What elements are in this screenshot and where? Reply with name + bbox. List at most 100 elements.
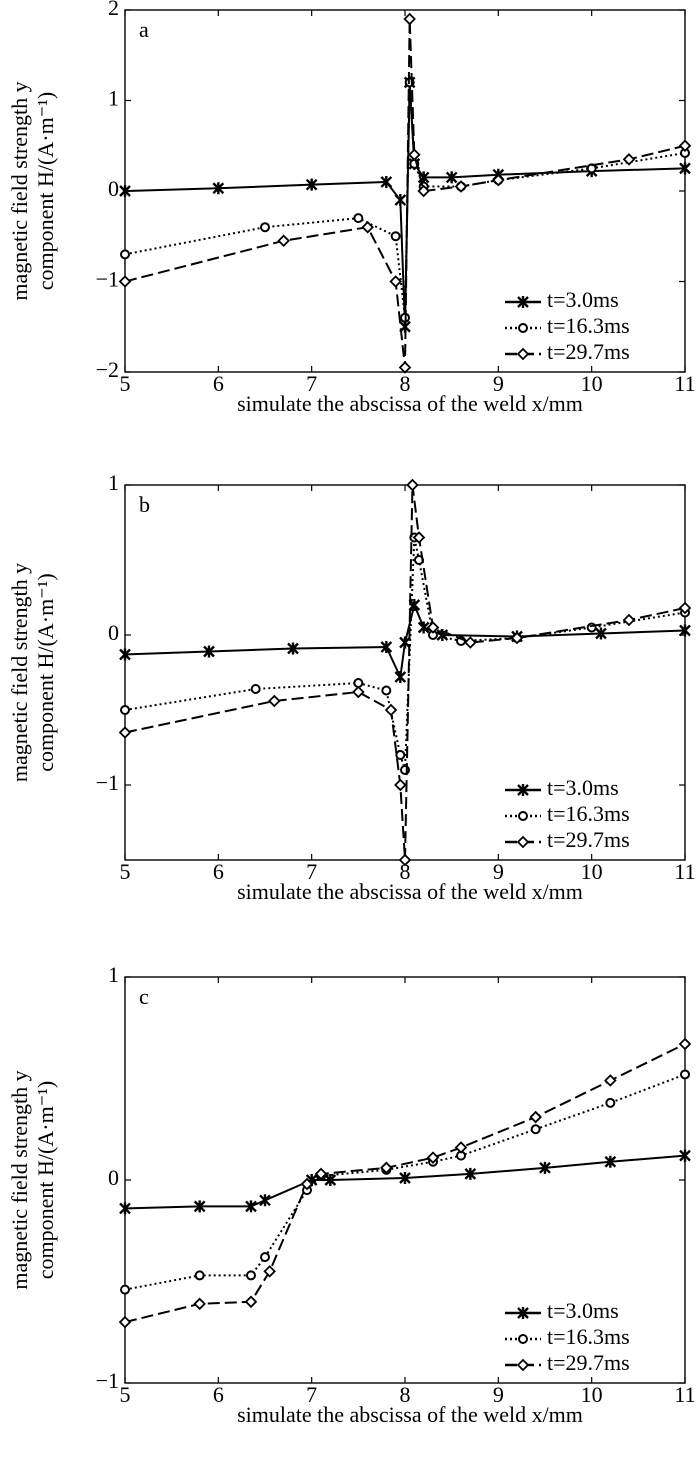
x-tick-label: 10 <box>581 1382 603 1407</box>
marker <box>300 1177 314 1191</box>
x-tick-label: 11 <box>674 371 695 396</box>
legend-label: t=3.0ms <box>547 1298 619 1323</box>
x-tick-label: 6 <box>213 859 224 884</box>
marker <box>361 220 374 234</box>
legend-marker <box>516 835 530 849</box>
marker <box>389 275 402 288</box>
marker <box>193 1297 206 1311</box>
marker <box>212 182 225 195</box>
y-tick-label: −1 <box>96 267 119 292</box>
marker <box>120 705 130 715</box>
marker <box>120 1284 130 1295</box>
marker <box>384 703 398 717</box>
marker <box>381 685 392 696</box>
legend-marker <box>517 1307 529 1319</box>
marker <box>246 1270 256 1281</box>
marker <box>259 1194 271 1207</box>
legend-marker <box>517 296 529 308</box>
marker <box>445 171 458 184</box>
marker <box>454 180 468 193</box>
marker <box>408 148 421 162</box>
panel-label: b <box>139 492 150 517</box>
x-tick-label: 11 <box>674 859 695 884</box>
marker <box>390 231 401 242</box>
x-tick-label: 6 <box>213 371 224 396</box>
marker <box>118 275 132 288</box>
marker <box>622 613 636 627</box>
x-tick-label: 7 <box>306 1382 317 1407</box>
marker <box>530 1124 541 1135</box>
marker <box>120 249 130 260</box>
marker <box>268 694 281 708</box>
marker <box>193 1200 206 1213</box>
marker <box>314 1167 328 1181</box>
marker <box>678 1037 692 1051</box>
legend-marker <box>516 347 530 361</box>
y-tick-label: −1 <box>96 770 119 795</box>
marker <box>119 648 131 661</box>
marker <box>464 636 477 649</box>
marker <box>605 1097 616 1108</box>
legend-label: t=29.7ms <box>547 339 630 364</box>
y-tick-label: 1 <box>108 470 119 495</box>
marker <box>510 631 524 645</box>
y-tick-label: 0 <box>108 620 119 645</box>
panel-label: a <box>139 17 149 42</box>
x-axis-label: simulate the abscissa of the weld x/mm <box>237 391 583 416</box>
x-tick-label: 5 <box>120 1382 131 1407</box>
legend-marker <box>516 1358 530 1372</box>
legend-label: t=29.7ms <box>547 1350 630 1375</box>
marker <box>380 175 393 188</box>
legend-marker <box>518 811 528 821</box>
marker <box>529 1110 542 1124</box>
marker <box>417 184 430 198</box>
y-axis-label: component H/(A·m⁻¹) <box>33 573 58 771</box>
series-line <box>125 1043 685 1324</box>
marker <box>203 645 215 658</box>
marker <box>678 139 692 153</box>
marker <box>394 194 407 207</box>
marker <box>595 627 607 640</box>
marker <box>399 1171 411 1184</box>
legend-label: t=29.7ms <box>547 827 630 852</box>
y-tick-label: 0 <box>108 1165 119 1190</box>
marker <box>277 234 290 248</box>
series-line <box>125 82 685 318</box>
marker <box>305 178 318 191</box>
x-tick-label: 8 <box>400 859 411 884</box>
legend-label: t=16.3ms <box>547 801 630 826</box>
marker <box>417 621 430 634</box>
plot-frame <box>124 976 686 1384</box>
y-axis-label: magnetic field strength y <box>7 81 32 300</box>
marker <box>245 1200 257 1213</box>
x-tick-label: 7 <box>306 859 317 884</box>
legend-label: t=3.0ms <box>547 287 619 312</box>
marker <box>250 684 261 694</box>
y-axis-label: magnetic field strength y <box>7 563 32 782</box>
x-tick-label: 9 <box>493 859 504 884</box>
marker <box>426 1151 440 1164</box>
x-tick-label: 5 <box>120 859 131 884</box>
marker <box>679 1149 691 1162</box>
marker <box>380 641 393 653</box>
marker <box>679 624 691 637</box>
marker <box>464 1167 477 1180</box>
x-axis-label: simulate the abscissa of the weld x/mm <box>237 1402 583 1427</box>
marker <box>118 1315 132 1329</box>
marker <box>454 1141 468 1154</box>
marker <box>395 750 406 760</box>
marker <box>678 601 692 615</box>
marker <box>352 685 365 699</box>
marker <box>244 1295 258 1309</box>
marker <box>194 1270 205 1281</box>
marker <box>622 153 636 166</box>
y-tick-label: 1 <box>108 86 119 111</box>
x-tick-label: 5 <box>120 371 131 396</box>
marker <box>680 1069 690 1080</box>
x-tick-label: 8 <box>400 1382 411 1407</box>
legend-label: t=3.0ms <box>547 775 619 800</box>
x-tick-label: 8 <box>400 371 411 396</box>
x-tick-label: 9 <box>493 371 504 396</box>
marker <box>406 478 419 492</box>
